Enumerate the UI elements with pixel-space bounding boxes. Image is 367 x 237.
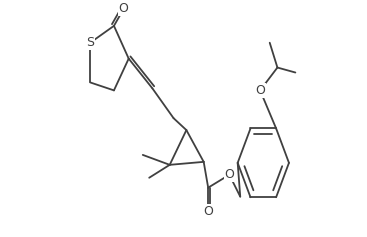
Text: O: O [203, 205, 213, 218]
Text: S: S [86, 36, 94, 49]
Text: O: O [224, 168, 234, 181]
Text: O: O [119, 2, 128, 15]
Text: O: O [255, 84, 265, 97]
